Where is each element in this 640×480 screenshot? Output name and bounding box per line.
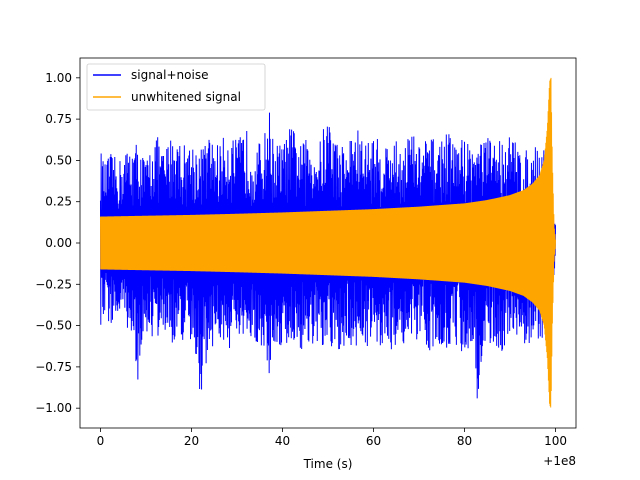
x-axis: 0 20 40 60 80 100: [97, 428, 567, 448]
legend: signal+noise unwhitened signal: [86, 63, 266, 111]
y-tick-label: −1.00: [35, 401, 72, 415]
y-tick-label: −0.50: [35, 319, 72, 333]
plot-area: [99, 77, 557, 408]
y-axis: −1.00 −0.75 −0.50 −0.25 0.00 0.25 0.50 0.75 1.00: [35, 71, 80, 415]
y-tick-label: 0.75: [45, 112, 72, 126]
y-tick-label: −0.25: [35, 277, 72, 291]
x-tick-label: 40: [275, 434, 290, 448]
legend-box: [86, 63, 266, 111]
x-tick-label: 60: [366, 434, 381, 448]
x-axis-label: Time (s): [303, 457, 353, 471]
y-tick-label: 0.50: [45, 153, 72, 167]
x-tick-label: 100: [544, 434, 567, 448]
x-offset-label: +1e8: [543, 454, 576, 468]
series-layer: [99, 77, 557, 408]
y-tick-label: −0.75: [35, 360, 72, 374]
series-unwhitened-signal: [99, 77, 557, 408]
x-tick-label: 80: [457, 434, 472, 448]
y-tick-label: 1.00: [45, 71, 72, 85]
x-tick-label: 20: [184, 434, 199, 448]
y-tick-label: 0.25: [45, 195, 72, 209]
x-tick-label: 0: [97, 434, 105, 448]
legend-label-signal-noise: signal+noise: [131, 68, 208, 82]
legend-label-unwhitened-signal: unwhitened signal: [131, 90, 241, 104]
y-tick-label: 0.00: [45, 236, 72, 250]
